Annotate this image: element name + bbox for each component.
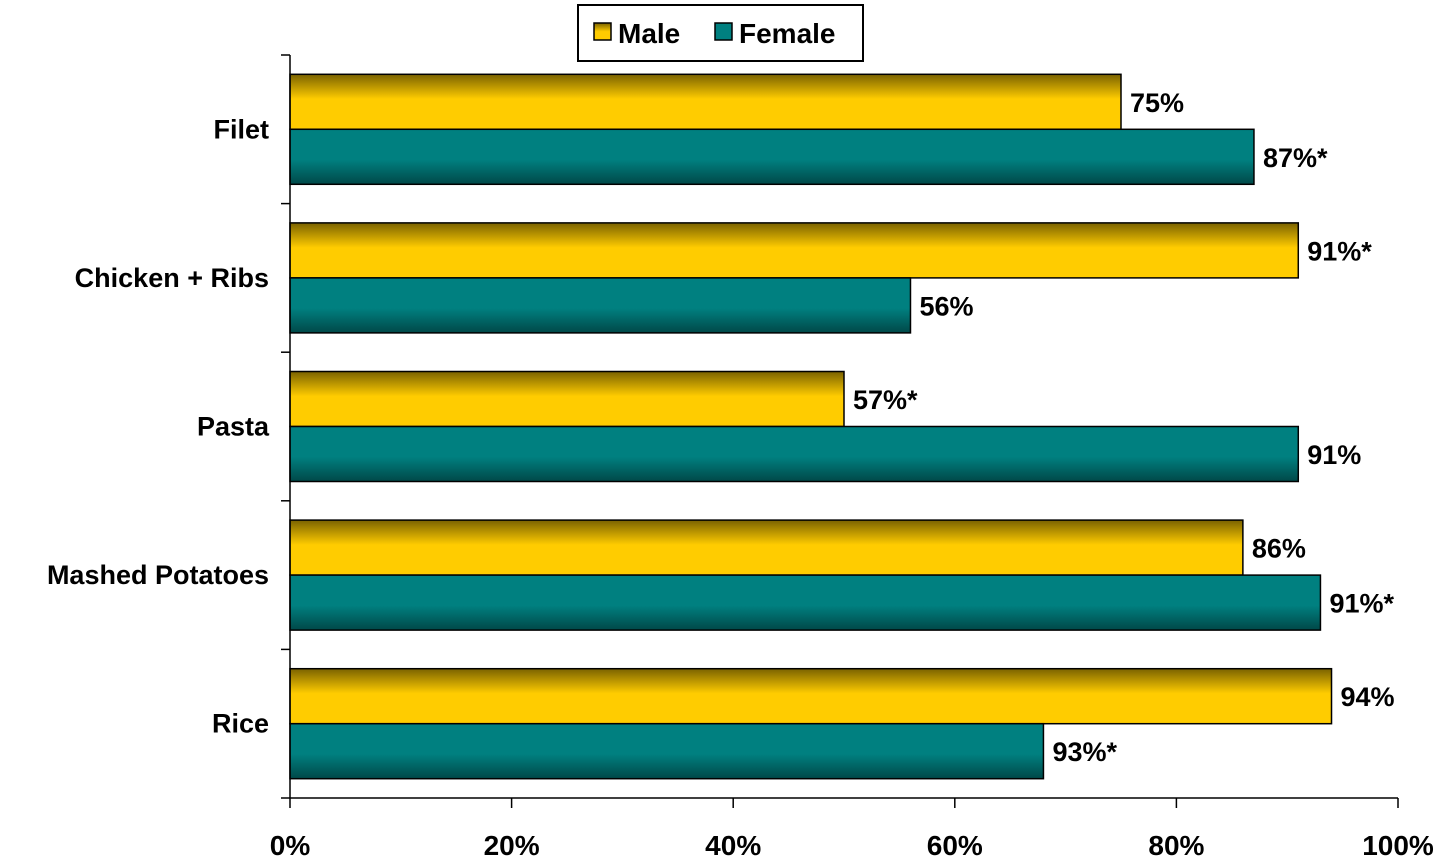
data-label-female-pasta: 91% (1307, 440, 1361, 470)
category-label-filet: Filet (213, 114, 269, 144)
category-label-chicken-ribs: Chicken + Ribs (75, 263, 269, 293)
bars-layer (289, 73, 1333, 780)
bar-male-pasta (289, 370, 845, 428)
data-label-male-rice: 94% (1341, 682, 1395, 712)
x-tick-label: 40% (705, 830, 761, 861)
bar-male-filet (289, 73, 1122, 131)
bar-female-rice (289, 722, 1045, 780)
bar-female-pasta (289, 425, 1300, 483)
bar-female-filet (289, 128, 1255, 186)
category-label-rice: Rice (212, 709, 269, 739)
axes-layer (281, 54, 1399, 808)
labels-layer: 0% 20% 40% 60% 80% 100% Filet 75% 87%* Chicken + … (47, 88, 1434, 861)
data-label-male-pasta: 57%* (853, 385, 918, 415)
data-label-male-chicken-ribs: 91%* (1307, 236, 1372, 266)
bar-female-chicken-ribs (289, 277, 912, 334)
category-label-pasta: Pasta (197, 412, 270, 442)
category-label-mashed-potatoes: Mashed Potatoes (47, 560, 269, 590)
bar-male-chicken-ribs (289, 222, 1300, 279)
legend-swatch-female (714, 22, 733, 41)
data-label-male-mashed-potatoes: 86% (1252, 534, 1306, 564)
bar-female-mashed-potatoes (289, 574, 1322, 631)
legend: Male Female (577, 4, 864, 62)
data-label-male-filet: 75% (1130, 88, 1184, 118)
data-label-female-mashed-potatoes: 91%* (1329, 589, 1394, 619)
x-tick-label: 0% (270, 830, 311, 861)
x-tick-label: 60% (927, 830, 983, 861)
x-tick-label: 20% (484, 830, 540, 861)
legend-label-female: Female (739, 18, 836, 49)
data-label-female-rice: 93%* (1052, 737, 1117, 767)
bar-male-mashed-potatoes (289, 519, 1244, 576)
x-tick-label: 80% (1148, 830, 1204, 861)
data-label-female-filet: 87%* (1263, 143, 1328, 173)
legend-label-male: Male (618, 18, 680, 49)
data-label-female-chicken-ribs: 56% (919, 291, 973, 321)
legend-swatch-male (593, 22, 612, 41)
x-tick-label: 100% (1362, 830, 1434, 861)
bar-male-rice (289, 667, 1333, 725)
